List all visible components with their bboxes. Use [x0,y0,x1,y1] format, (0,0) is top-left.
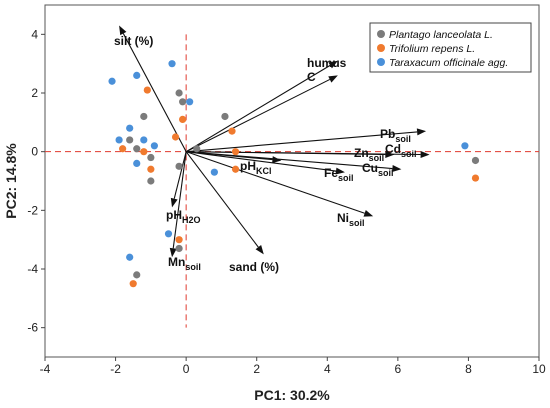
vector-silt- [119,25,187,152]
data-point [147,153,155,162]
data-point [175,244,183,253]
axis-ticks: -4 -2 0 2 4 6 8 10 -6 -4 -2 0 2 4 [27,27,546,376]
data-point [171,133,180,141]
data-point [140,112,148,121]
x-tick-label: 2 [253,362,260,376]
vector-label-phh2o: pHH2O [166,208,201,225]
vector-fesoil [186,151,345,175]
data-point [210,168,218,176]
data-point [471,156,480,165]
x-axis-title: PC1: 30.2% [254,387,330,403]
data-point [175,162,183,170]
data-point [168,60,176,68]
vector-mnsoil [169,151,187,258]
data-point [228,127,236,135]
y-tick-label: -6 [27,321,38,335]
data-point [231,165,240,173]
data-point [175,89,183,97]
vector-label-phkcl: pHKCl [240,159,272,176]
data-point [175,236,183,244]
legend-label-taraxacum: Taraxacum officinale agg. [389,57,508,69]
data-point [126,136,134,144]
vector-label-c: C [307,70,316,84]
data-point [147,165,155,173]
x-tick-label: -4 [40,362,51,376]
vector-cdsoil [186,150,430,158]
data-point [150,142,158,150]
vector-label-silt: silt (%) [114,34,153,48]
data-point [133,271,141,279]
data-point [221,112,229,121]
score-points [108,60,480,288]
vector-humus [185,60,338,153]
y-tick-label: -2 [27,203,38,217]
y-tick-label: 0 [31,145,38,159]
data-point [129,280,137,288]
legend: Plantago lanceolata L. Trifolium repens … [369,22,532,73]
data-point [140,136,148,144]
vector-phkcl [186,151,282,164]
y-axis-title: PC2: 14.8% [3,143,19,219]
data-point [140,148,148,156]
series-0 [126,89,480,279]
vector-c [185,75,338,153]
vector-label-humus: humus [307,56,347,70]
data-point [126,253,134,261]
data-point [115,136,123,144]
reference-lines [45,34,539,328]
x-tick-label: 8 [465,362,472,376]
y-tick-label: 2 [31,86,38,100]
legend-marker-taraxacum [377,58,385,66]
y-tick-label: 4 [31,27,38,41]
data-point [133,71,141,79]
data-point [179,115,187,123]
data-point [231,148,240,156]
series-1 [119,86,480,288]
vector-label-sand: sand (%) [229,260,279,274]
vector-label-cd: Cdsoil [385,142,417,159]
data-point [471,174,480,182]
legend-label-plantago: Plantago lanceolata L. [389,29,493,41]
vector-pbsoil [186,128,427,153]
x-tick-label: 6 [395,362,402,376]
data-point [193,145,201,153]
vector-label-ni: Nisoil [337,211,365,228]
vector-sand- [185,151,264,255]
data-point [108,77,116,85]
legend-marker-trifolium [377,44,385,52]
vector-label-cu: Cusoil [362,161,394,178]
legend-box [369,22,532,73]
data-point [461,142,469,150]
data-point [133,145,141,153]
data-point [186,98,194,106]
data-point [126,124,134,132]
data-point [119,145,127,153]
vector-label-pb: Pbsoil [380,127,411,144]
x-tick-label: -2 [110,362,121,376]
x-tick-label: 10 [532,362,546,376]
series-2 [108,60,469,261]
data-point [164,230,173,238]
x-tick-label: 4 [324,362,331,376]
legend-marker-plantago [377,30,385,38]
vector-phh2o [170,151,187,208]
vector-label-mn: Mnsoil [168,255,201,272]
y-tick-label: -4 [27,262,38,276]
loading-vectors [119,25,430,258]
vector-nisoil [185,151,374,217]
data-point [147,177,155,185]
x-tick-label: 0 [183,362,190,376]
data-point [133,159,141,167]
vector-label-zn: Znsoil [354,146,384,163]
vector-label-fe: Fesoil [324,166,354,183]
legend-label-trifolium: Trifolium repens L. [389,43,475,55]
data-point [143,86,151,94]
data-point [179,98,187,106]
